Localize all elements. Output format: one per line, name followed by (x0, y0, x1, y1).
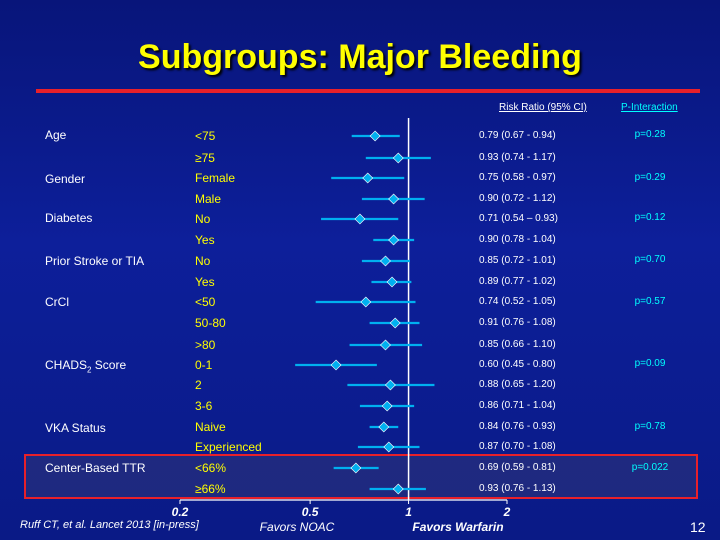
point-estimate-marker (350, 462, 362, 474)
risk-ratio-label: 0.60 (0.45 - 0.80) (479, 359, 556, 370)
point-estimate-marker (354, 213, 366, 225)
subgroup-label: Male (195, 192, 222, 206)
slide-title: Subgroups: Major Bleeding (138, 38, 582, 76)
category-vka-status: VKA Status (45, 421, 106, 435)
risk-ratio-label: 0.69 (0.59 - 0.81) (479, 462, 556, 473)
risk-ratio-label: 0.91 (0.76 - 1.08) (479, 317, 556, 328)
risk-ratio-header: Risk Ratio (95% CI) (499, 102, 587, 113)
risk-ratio-label: 0.85 (0.72 - 1.01) (479, 255, 556, 266)
category-center-ttr: Center-Based TTR (45, 461, 146, 475)
risk-ratio-label: 0.75 (0.58 - 0.97) (479, 172, 556, 183)
p-value-center-ttr: p=0.022 (631, 462, 669, 473)
risk-ratio-label: 0.86 (0.71 - 1.04) (479, 400, 556, 411)
point-estimate-marker (388, 234, 400, 246)
point-estimate-marker (383, 441, 395, 453)
risk-ratio-label: 0.93 (0.74 - 1.17) (479, 152, 556, 163)
category-age: Age (45, 128, 67, 142)
category-diabetes: Diabetes (45, 211, 93, 225)
point-estimate-marker (388, 193, 400, 205)
point-estimate-marker (384, 379, 396, 391)
category-chads2: CHADS2 Score (45, 358, 127, 375)
p-value-vka-status: p=0.78 (634, 421, 666, 432)
point-estimate-marker (386, 276, 398, 288)
page-number: 12 (690, 519, 706, 535)
point-estimate-marker (380, 255, 391, 267)
risk-ratio-label: 0.90 (0.78 - 1.04) (479, 234, 556, 245)
point-estimate-marker (330, 359, 342, 371)
subgroup-label: Yes (195, 233, 215, 247)
subgroup-label: No (195, 254, 211, 268)
subgroup-label: >80 (195, 338, 216, 352)
subgroup-label: <66% (195, 461, 227, 475)
subgroup-label: 0-1 (195, 358, 213, 372)
subgroup-label: Naive (195, 420, 226, 434)
point-estimate-marker (360, 296, 372, 308)
subgroup-label: 3-6 (195, 399, 213, 413)
category-prior-stroke: Prior Stroke or TIA (45, 254, 145, 268)
p-value-crcl: p=0.57 (634, 296, 666, 307)
point-estimate-marker (369, 130, 381, 142)
p-value-gender: p=0.29 (634, 172, 666, 183)
point-estimate-marker (389, 317, 401, 329)
favors-warfarin-label: Favors Warfarin (412, 520, 503, 534)
x-tick-label: 0.2 (172, 505, 189, 519)
point-estimate-marker (392, 152, 404, 164)
risk-ratio-label: 0.88 (0.65 - 1.20) (479, 379, 556, 390)
risk-ratio-label: 0.71 (0.54 – 0.93) (479, 213, 558, 224)
x-tick-label: 0.5 (302, 505, 319, 519)
p-value-age: p=0.28 (634, 129, 666, 140)
subgroup-label: ≥66% (195, 482, 226, 496)
point-estimate-marker (378, 421, 390, 433)
point-estimate-marker (380, 339, 391, 351)
ttr-highlight-box (24, 454, 698, 499)
subgroup-label: Experienced (195, 440, 262, 454)
risk-ratio-label: 0.84 (0.76 - 0.93) (479, 421, 556, 432)
risk-ratio-label: 0.93 (0.76 - 1.13) (479, 483, 556, 494)
x-tick-label: 2 (503, 505, 511, 519)
p-value-chads2: p=0.09 (634, 358, 666, 369)
risk-ratio-label: 0.74 (0.52 - 1.05) (479, 296, 556, 307)
p-interaction-header: P-Interaction (621, 102, 678, 113)
risk-ratio-label: 0.79 (0.67 - 0.94) (479, 130, 556, 141)
subgroup-label: 50-80 (195, 316, 226, 330)
citation: Ruff CT, et al. Lancet 2013 [in-press] (20, 519, 199, 531)
subgroup-label: Yes (195, 275, 215, 289)
risk-ratio-label: 0.90 (0.72 - 1.12) (479, 193, 556, 204)
point-estimate-marker (392, 483, 404, 495)
favors-noac-label: Favors NOAC (260, 520, 335, 534)
x-tick-label: 1 (405, 505, 412, 519)
point-estimate-marker (381, 400, 393, 412)
subgroup-label: Female (195, 171, 236, 185)
point-estimate-marker (362, 172, 374, 184)
p-value-diabetes: p=0.12 (634, 212, 666, 223)
category-crcl: CrCl (45, 295, 69, 309)
title-underline (36, 89, 700, 93)
subgroup-label: <75 (195, 129, 216, 143)
subgroup-label: No (195, 212, 211, 226)
risk-ratio-label: 0.85 (0.66 - 1.10) (479, 339, 556, 350)
category-gender: Gender (45, 172, 86, 186)
p-value-prior-stroke: p=0.70 (634, 254, 666, 265)
risk-ratio-label: 0.87 (0.70 - 1.08) (479, 441, 556, 452)
risk-ratio-label: 0.89 (0.77 - 1.02) (479, 276, 556, 287)
subgroup-label: 2 (195, 378, 202, 392)
subgroup-label: <50 (195, 295, 216, 309)
subgroup-label: ≥75 (195, 151, 215, 165)
